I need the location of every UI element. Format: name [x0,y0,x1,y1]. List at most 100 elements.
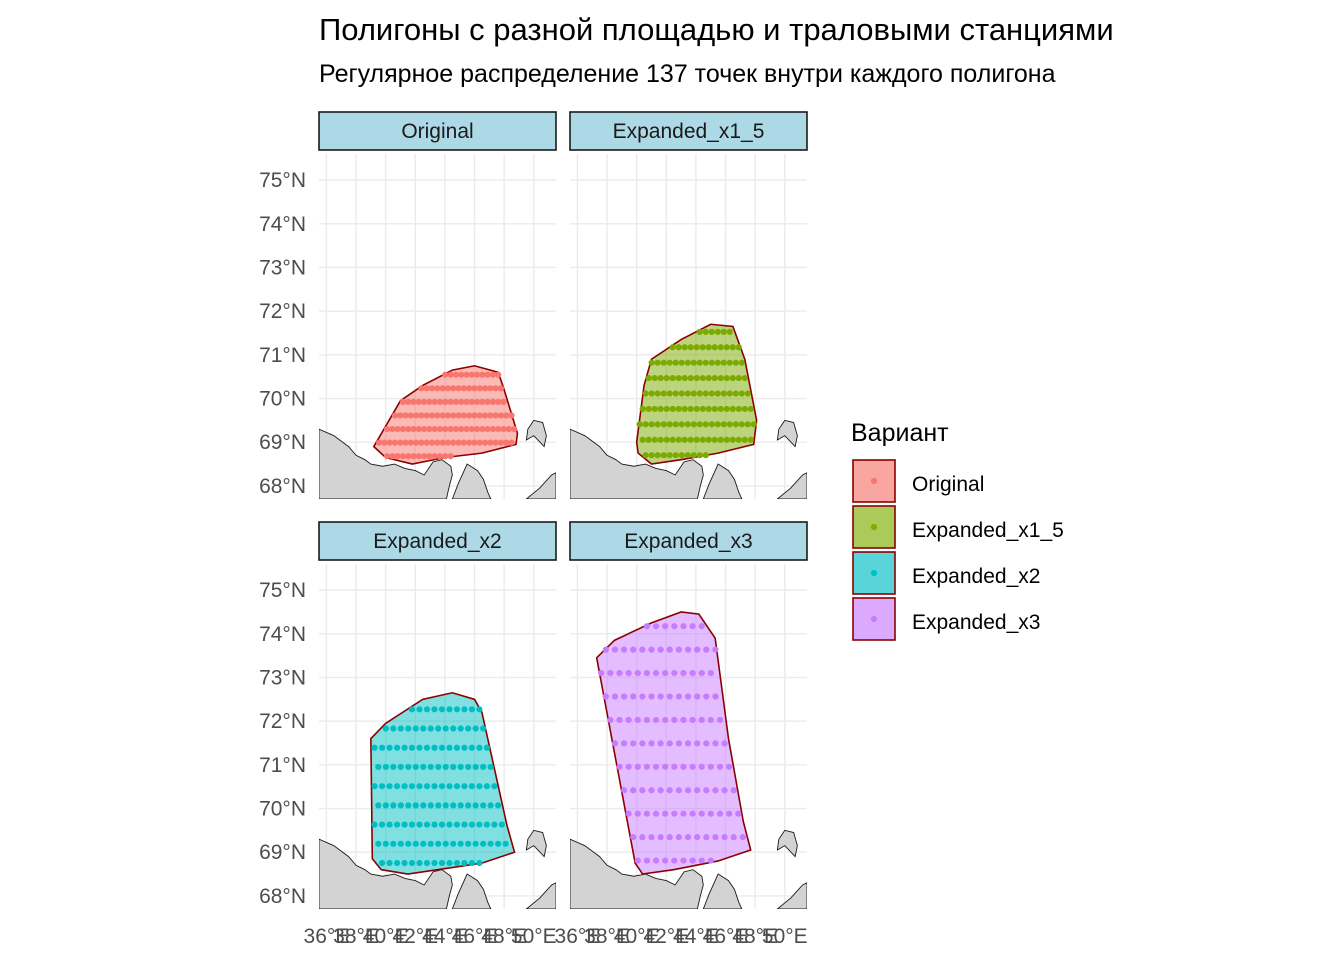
station-point [651,436,658,443]
station-point [663,375,670,382]
station-point [389,453,396,460]
station-point [708,359,715,366]
station-point [426,398,433,406]
station-point [696,452,703,459]
station-point [436,398,444,406]
station-point [660,452,667,459]
station-point [747,405,754,413]
station-point [648,646,655,653]
station-point [503,412,510,419]
station-point [662,669,669,677]
station-point [460,412,467,419]
station-point [654,359,661,366]
station-point [652,857,660,864]
station-point [678,359,685,366]
station-point [696,421,703,428]
station-point [508,412,515,419]
station-point [442,398,449,406]
station-point [717,405,724,413]
station-point [726,328,733,335]
station-point [383,453,391,460]
facet-strip [569,521,808,561]
station-point [681,405,688,413]
station-point [420,840,427,847]
station-point [489,371,497,378]
station-point [630,834,637,841]
station-point [681,344,688,351]
station-point [720,359,727,366]
station-point [480,725,487,732]
station-point [707,763,714,770]
station-point [689,669,696,677]
station-point [390,802,397,809]
station-point [483,783,490,790]
station-point [480,840,487,847]
station-point [476,385,483,392]
station-point [708,328,715,335]
facet-strip [318,111,557,151]
station-point [694,787,701,794]
station-point [684,693,692,700]
station-point [720,390,727,397]
station-point [657,436,664,443]
land-shape [451,463,492,499]
station-point [714,328,721,335]
y-tick-label: 71°N [259,754,306,777]
station-point [630,693,637,700]
station-point [735,405,742,413]
x-tick-label: 44°E [422,925,468,948]
station-point [705,405,712,413]
station-point [393,744,401,751]
station-point [698,716,705,724]
station-point [439,385,446,392]
station-point [642,421,649,428]
station-point [643,669,651,677]
station-point [711,405,718,413]
station-point [423,821,431,828]
station-point [654,421,661,428]
station-point [455,439,462,446]
station-point [447,398,454,406]
station-point [410,425,417,433]
y-tick-label: 70°N [259,798,306,821]
station-point [705,436,712,443]
station-point [696,328,703,335]
station-point [675,344,682,351]
station-point [684,740,692,747]
station-point [399,453,407,460]
station-point [420,725,427,732]
station-point [666,452,673,459]
x-tick-label: 48°E [732,925,778,948]
station-point [680,623,687,630]
station-point [687,405,694,413]
station-point [455,385,462,392]
station-point [660,421,667,428]
legend-label: Original [912,473,984,496]
y-tick-label: 74°N [259,623,306,646]
station-point [602,646,609,653]
station-point [427,840,434,847]
station-point [468,425,475,433]
station-point [699,344,706,351]
station-point [427,802,434,809]
station-point [675,375,682,382]
station-point [666,787,673,794]
station-point [714,421,721,428]
station-point [657,646,664,653]
station-point [634,716,641,724]
station-point [696,390,703,397]
station-point [657,375,664,382]
station-point [611,646,619,653]
station-point [726,421,733,428]
station-point [453,783,461,790]
station-point [412,840,419,847]
x-tick-label: 42°E [392,925,438,948]
station-point [484,425,491,433]
station-point [729,436,736,443]
station-point [487,840,494,847]
station-point [428,439,436,446]
station-point [416,783,423,790]
station-point [671,763,678,770]
station-point [457,802,464,809]
station-point [492,439,499,446]
